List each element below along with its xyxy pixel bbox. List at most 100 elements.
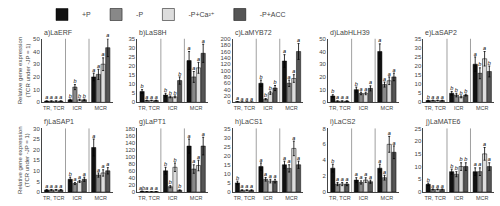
svg-text:a: a (236, 95, 239, 101)
svg-text:0: 0 (323, 189, 327, 195)
svg-text:2: 2 (323, 173, 327, 179)
svg-text:TR, TCR: TR, TCR (43, 195, 65, 201)
svg-text:b: b (236, 175, 239, 181)
svg-text:b: b (455, 165, 458, 171)
svg-text:MCR: MCR (94, 195, 107, 201)
svg-text:i)LaCS2: i)LaCS2 (330, 118, 355, 126)
svg-text:b: b (355, 81, 358, 87)
svg-text:5: 5 (132, 90, 136, 96)
svg-text:TR, TCR: TR, TCR (234, 195, 256, 201)
svg-text:5: 5 (418, 176, 422, 182)
svg-text:b: b (450, 85, 453, 91)
svg-text:180: 180 (125, 126, 136, 132)
svg-text:180: 180 (221, 42, 232, 48)
svg-text:b)LaS8H: b)LaS8H (139, 29, 167, 37)
svg-text:j)LaMATE6: j)LaMATE6 (425, 118, 461, 126)
svg-text:b: b (427, 94, 430, 100)
svg-text:b: b (164, 87, 167, 93)
svg-text:20: 20 (33, 147, 40, 153)
svg-text:140: 140 (125, 140, 136, 146)
svg-text:a: a (431, 183, 434, 189)
svg-text:ICR: ICR (359, 195, 369, 201)
svg-text:a: a (364, 171, 367, 177)
svg-text:15: 15 (415, 151, 422, 157)
svg-text:d)LabHLH39: d)LabHLH39 (330, 29, 370, 37)
svg-text:a: a (345, 94, 348, 100)
svg-text:a: a (345, 176, 348, 182)
svg-text:15: 15 (224, 162, 231, 168)
svg-text:a: a (188, 45, 191, 51)
svg-text:ab: ab (139, 185, 145, 191)
svg-text:20: 20 (224, 153, 231, 159)
svg-text:a: a (264, 171, 267, 177)
svg-text:a: a (341, 176, 344, 182)
svg-text:a: a (388, 130, 391, 136)
svg-text:a: a (269, 173, 272, 179)
svg-text:a: a (259, 157, 262, 163)
svg-text:a: a (336, 94, 339, 100)
svg-text:ICR: ICR (73, 105, 83, 111)
svg-text:35: 35 (415, 36, 422, 42)
svg-text:a: a (59, 94, 62, 100)
svg-text:a: a (383, 169, 386, 175)
svg-text:b: b (178, 71, 181, 77)
svg-text:0: 0 (227, 189, 231, 195)
svg-text:b: b (331, 158, 334, 164)
svg-text:a: a (392, 67, 395, 73)
svg-text:a: a (283, 48, 286, 54)
svg-text:b: b (331, 88, 334, 94)
svg-text:a: a (297, 37, 300, 43)
svg-text:120: 120 (221, 61, 232, 67)
svg-text:100: 100 (125, 154, 136, 160)
svg-text:a: a (274, 173, 277, 179)
svg-text:0: 0 (36, 189, 40, 195)
svg-text:a: a (150, 94, 153, 100)
svg-text:b: b (169, 179, 172, 185)
svg-text:Relative gene expression(TCR u: Relative gene expression(TCR under -JP =… (17, 127, 31, 194)
svg-text:a: a (359, 175, 362, 181)
svg-text:80: 80 (224, 74, 231, 80)
svg-text:10: 10 (319, 87, 326, 93)
svg-text:a: a (155, 94, 158, 100)
svg-text:160: 160 (221, 49, 232, 55)
svg-text:0: 0 (36, 99, 40, 105)
svg-text:15: 15 (128, 72, 135, 78)
svg-text:40: 40 (128, 175, 135, 181)
svg-text:a: a (50, 94, 53, 100)
svg-text:TR, TCR: TR, TCR (424, 195, 446, 201)
svg-text:b: b (164, 161, 167, 167)
svg-text:a: a (145, 185, 148, 191)
svg-text:b: b (69, 93, 72, 99)
svg-text:g)LaPT1: g)LaPT1 (139, 118, 166, 126)
svg-text:a: a (355, 171, 358, 177)
svg-text:b: b (78, 93, 81, 99)
svg-text:b: b (460, 156, 463, 162)
svg-text:a: a (436, 183, 439, 189)
svg-text:MCR: MCR (190, 105, 203, 111)
svg-text:a: a (97, 63, 100, 69)
svg-text:ICR: ICR (454, 105, 464, 111)
svg-text:b: b (460, 90, 463, 96)
svg-text:a: a (388, 71, 391, 77)
svg-text:Relative gene expression(TCR u: Relative gene expression(TCR under -JP =… (17, 37, 31, 104)
svg-text:a: a (292, 135, 295, 141)
svg-text:5: 5 (418, 90, 422, 96)
svg-text:a: a (97, 167, 100, 173)
svg-text:a: a (288, 158, 291, 164)
svg-text:b: b (259, 74, 262, 80)
svg-text:15: 15 (33, 157, 40, 163)
svg-text:MCR: MCR (381, 195, 394, 201)
svg-text:a: a (392, 140, 395, 146)
svg-text:20: 20 (128, 63, 135, 69)
svg-text:b: b (450, 163, 453, 169)
svg-text:15: 15 (415, 72, 422, 78)
svg-text:a: a (92, 67, 95, 73)
svg-text:ICR: ICR (263, 105, 273, 111)
svg-text:5: 5 (227, 180, 231, 186)
svg-text:a: a (188, 133, 191, 139)
svg-text:a: a (292, 68, 295, 74)
svg-text:+P: +P (82, 11, 91, 18)
svg-text:a: a (102, 163, 105, 169)
svg-text:a: a (50, 183, 53, 189)
svg-text:a: a (369, 174, 372, 180)
